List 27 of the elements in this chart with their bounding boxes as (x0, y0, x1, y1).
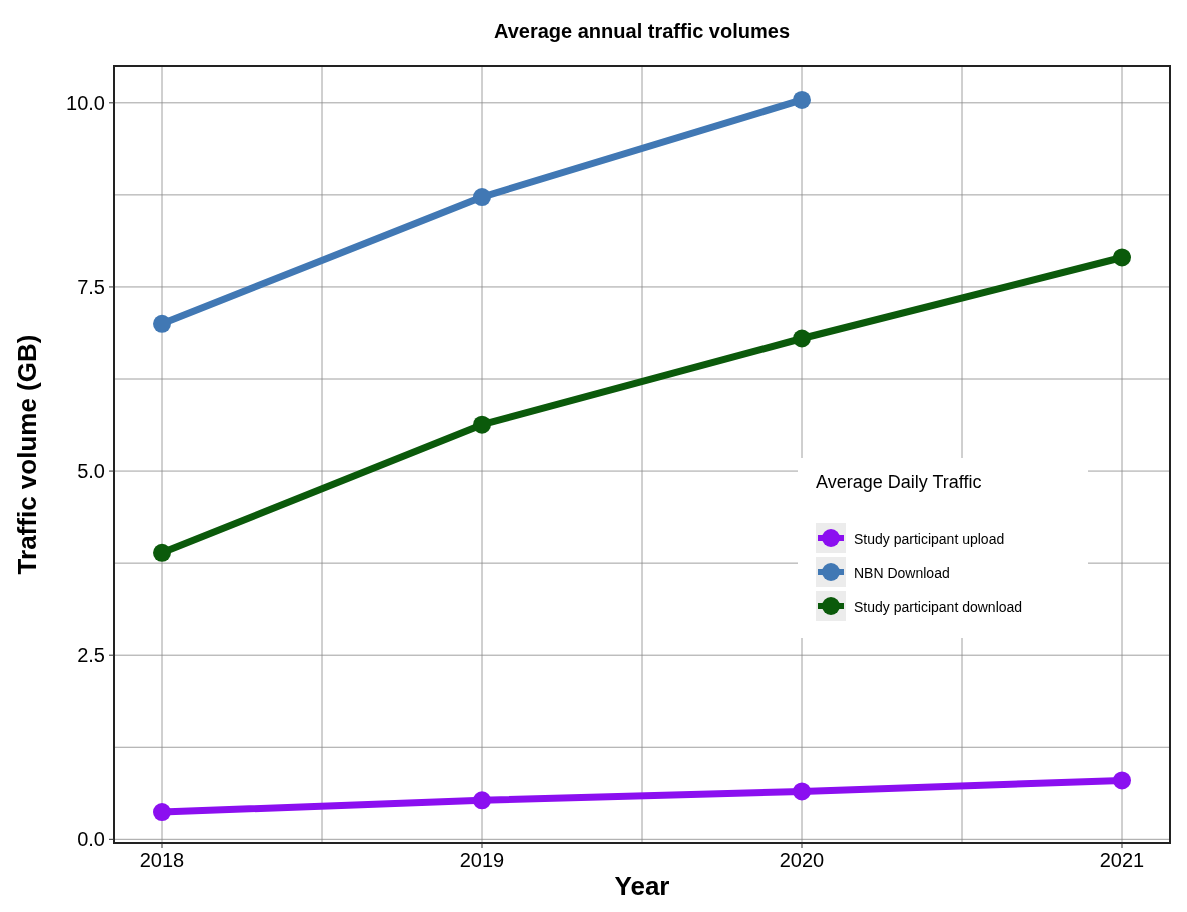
x-axis-title: Year (614, 871, 670, 901)
point (473, 188, 491, 207)
y-tick-label: 5.0 (77, 460, 105, 483)
point (793, 329, 811, 348)
point (153, 543, 171, 562)
y-tick-label: 2.5 (77, 644, 105, 667)
point (153, 314, 171, 333)
legend-label: Study participant upload (854, 531, 1005, 547)
x-tick-label: 2020 (779, 849, 825, 871)
point (153, 803, 171, 822)
point (1113, 248, 1131, 267)
point (1113, 771, 1131, 790)
legend-title: Average Daily Traffic (816, 472, 982, 492)
x-tick-label: 2018 (139, 849, 185, 871)
y-axis-title: Traffic volume (GB) (12, 334, 42, 575)
legend-label: NBN Download (854, 565, 950, 581)
point (473, 415, 491, 434)
y-tick-label: 0.0 (77, 828, 105, 851)
legend-label: Study participant download (854, 599, 1023, 615)
point (473, 791, 491, 810)
x-tick-label: 2019 (459, 849, 505, 871)
x-tick-label: 2021 (1099, 849, 1145, 871)
point (793, 90, 811, 109)
chart-title: Average annual traffic volumes (493, 20, 791, 42)
y-tick-label: 7.5 (77, 275, 105, 298)
point (793, 782, 811, 801)
y-tick-label: 10.0 (66, 91, 105, 114)
